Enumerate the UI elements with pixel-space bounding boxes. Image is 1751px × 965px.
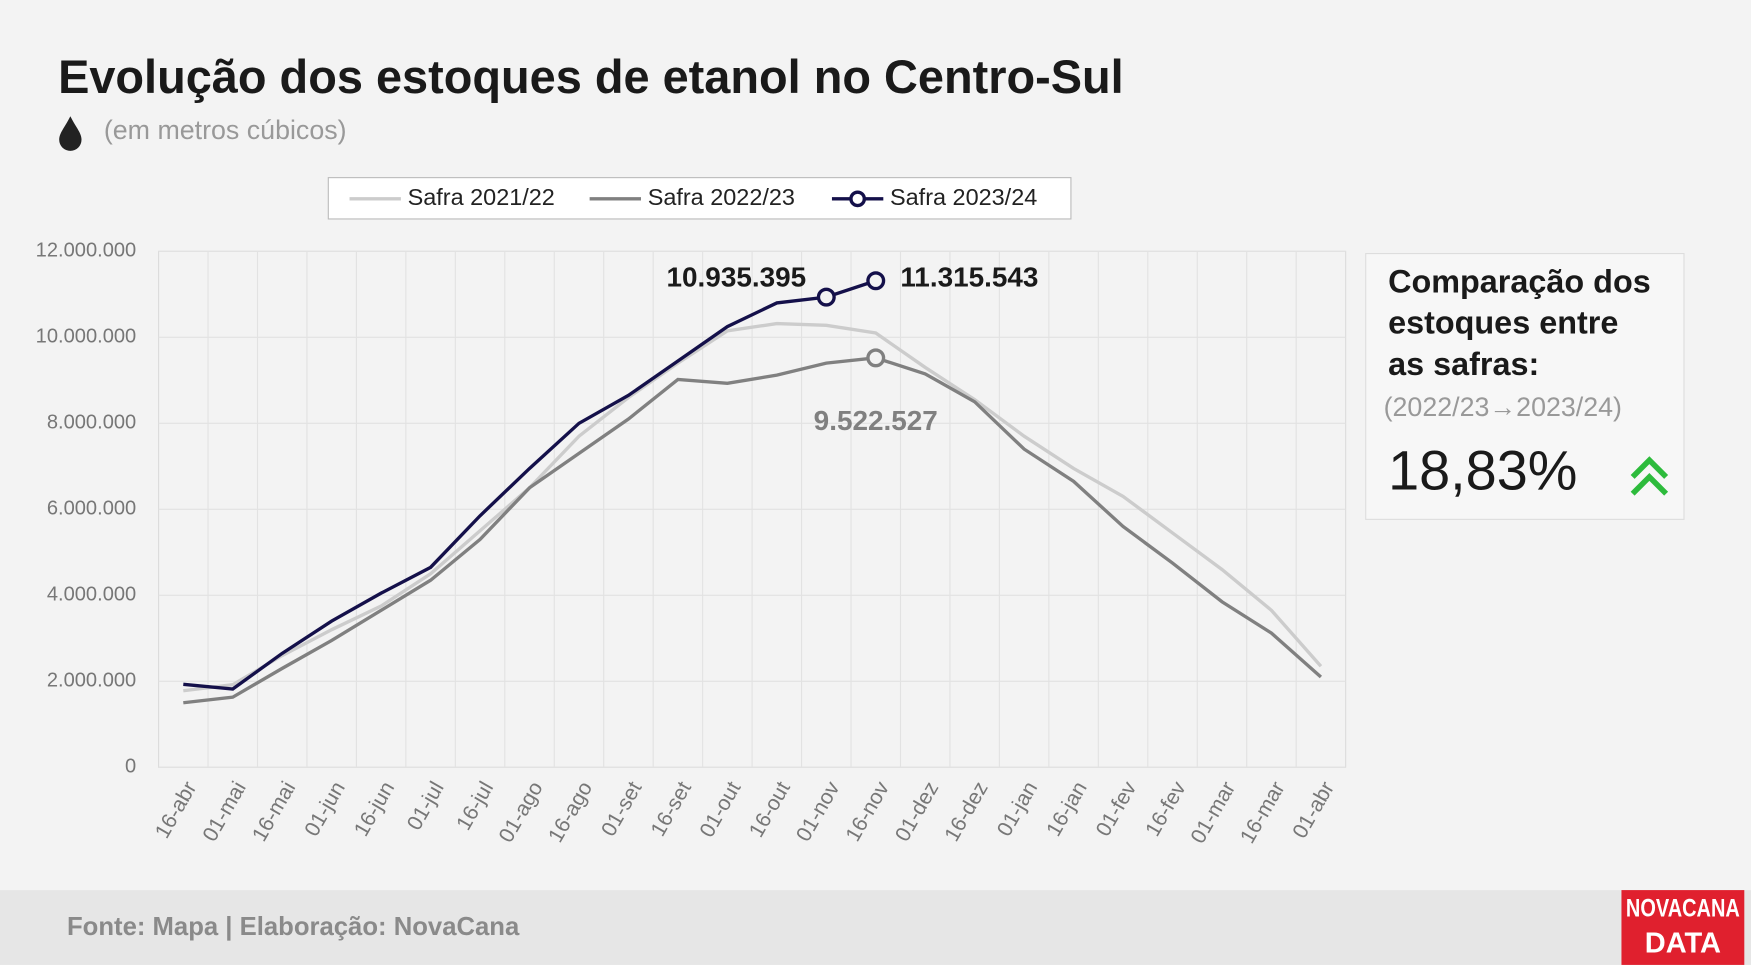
logo-text: DATA [1645,927,1721,959]
logo [1621,890,1745,965]
data-label: 11.315.543 [900,262,1038,293]
data-label: 9.522.527 [814,405,938,436]
panel-line: Comparação dos [1388,263,1651,299]
legend-label: Safra 2023/24 [890,184,1037,210]
panel-period: (2022/23→2023/24) [1384,392,1622,422]
panel-change: 18,83% [1388,438,1577,501]
y-tick-label: 4.000.000 [47,584,136,606]
series-line [183,356,1323,705]
y-tick-label: 10.000.000 [36,326,137,348]
chart-title: Evolução dos estoques de etanol no Centr… [58,51,1124,103]
series-line [183,321,1323,693]
y-tick-label: 8.000.000 [47,412,136,434]
subtitle: (em metros cúbicos) [104,115,347,145]
legend-label: Safra 2022/23 [648,184,795,210]
panel-line: estoques entre [1388,305,1618,341]
panel-line: as safras: [1388,346,1539,382]
legend-marker [849,190,867,208]
footer-source: Fonte: Mapa | Elaboração: NovaCana [67,913,520,941]
y-tick-label: 0 [125,756,136,778]
y-tick-label: 6.000.000 [47,498,136,520]
logo-text: NOVACANA [1626,896,1740,923]
data-label: 10.935.395 [667,262,807,293]
footer-band [0,890,1751,965]
legend [327,177,1072,220]
y-tick-label: 2.000.000 [47,670,136,692]
point-marker [816,287,836,307]
point-marker [866,348,886,368]
point-marker [866,271,886,291]
series-line [183,279,877,691]
legend-label: Safra 2021/22 [408,184,555,210]
drop-icon [59,116,82,151]
up-arrow-icon [1630,456,1669,496]
y-tick-label: 12.000.000 [36,240,137,262]
